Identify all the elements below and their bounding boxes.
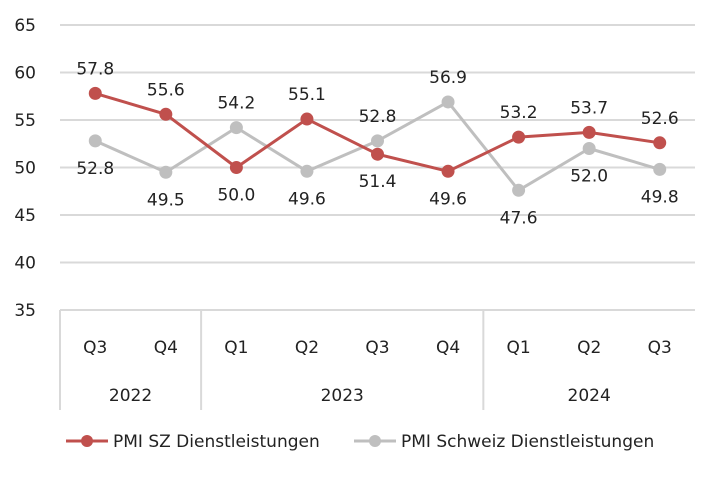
x-tick-label: Q2 bbox=[295, 338, 319, 358]
data-point bbox=[653, 162, 667, 176]
x-tick-label: Q1 bbox=[224, 338, 248, 358]
data-label: 49.6 bbox=[288, 189, 326, 209]
data-point bbox=[441, 95, 455, 109]
x-tick-label: Q4 bbox=[436, 338, 460, 358]
data-labels: 57.8 55.6 50.0 55.1 51.4 49.6 53.2 53.7 52.6 52.8… bbox=[76, 59, 678, 228]
data-point bbox=[159, 107, 173, 121]
data-label: 55.6 bbox=[147, 80, 185, 100]
x-axis: Q3 Q4 Q1 Q2 Q3 Q4 Q1 Q2 Q3 2022 2023 2024 bbox=[59, 310, 672, 410]
data-point bbox=[582, 142, 596, 155]
legend-marker-1 bbox=[369, 435, 381, 447]
data-point bbox=[512, 130, 526, 144]
y-tick-label: 60 bbox=[14, 64, 36, 84]
data-label: 55.1 bbox=[288, 85, 326, 105]
data-label: 52.0 bbox=[570, 167, 608, 187]
legend-marker-0 bbox=[81, 435, 93, 447]
x-tick-label: Q3 bbox=[648, 338, 672, 358]
x-tick-label: Q3 bbox=[365, 338, 389, 358]
data-point bbox=[229, 121, 243, 135]
data-label: 54.2 bbox=[217, 94, 255, 114]
data-label: 49.6 bbox=[429, 189, 467, 209]
data-point bbox=[159, 165, 173, 179]
x-group-label: 2022 bbox=[109, 386, 152, 406]
legend: PMI SZ Dienstleistungen PMI Schweiz Diens… bbox=[66, 432, 654, 452]
data-point bbox=[371, 147, 384, 161]
data-point bbox=[300, 164, 314, 178]
x-tick-label: Q2 bbox=[577, 338, 601, 358]
data-point bbox=[371, 134, 384, 148]
data-label: 52.6 bbox=[641, 109, 679, 129]
x-tick-label: Q3 bbox=[83, 338, 107, 358]
data-point bbox=[441, 164, 455, 178]
data-label: 49.5 bbox=[147, 190, 185, 210]
data-label: 53.7 bbox=[570, 98, 608, 118]
data-point bbox=[512, 183, 526, 197]
y-tick-label: 50 bbox=[14, 159, 36, 179]
data-point bbox=[229, 161, 243, 174]
data-label: 56.9 bbox=[429, 68, 467, 88]
data-label: 57.8 bbox=[76, 59, 114, 79]
data-point bbox=[88, 86, 102, 100]
series-layer bbox=[88, 86, 667, 197]
x-tick-label: Q4 bbox=[154, 338, 178, 358]
data-label: 52.8 bbox=[359, 107, 397, 127]
x-group-label: 2024 bbox=[568, 386, 611, 406]
legend-label-0: PMI SZ Dienstleistungen bbox=[113, 432, 320, 452]
data-label: 47.6 bbox=[500, 208, 538, 228]
data-point bbox=[88, 134, 102, 148]
data-point bbox=[582, 125, 596, 139]
y-tick-label: 65 bbox=[14, 16, 36, 36]
data-label: 52.8 bbox=[76, 159, 114, 179]
y-tick-label: 40 bbox=[14, 254, 36, 274]
data-label: 51.4 bbox=[359, 172, 397, 192]
legend-label-1: PMI Schweiz Dienstleistungen bbox=[401, 432, 654, 452]
y-tick-label: 55 bbox=[14, 111, 36, 131]
y-axis: 35 40 45 50 55 60 65 bbox=[14, 16, 36, 321]
y-tick-label: 45 bbox=[14, 206, 36, 226]
data-point bbox=[653, 136, 667, 150]
x-tick-label: Q1 bbox=[507, 338, 531, 358]
data-label: 53.2 bbox=[500, 103, 538, 123]
data-point bbox=[300, 112, 314, 126]
x-group-label: 2023 bbox=[321, 386, 364, 406]
data-label: 50.0 bbox=[217, 186, 255, 206]
data-label: 49.8 bbox=[641, 187, 679, 207]
y-tick-label: 35 bbox=[14, 301, 36, 321]
